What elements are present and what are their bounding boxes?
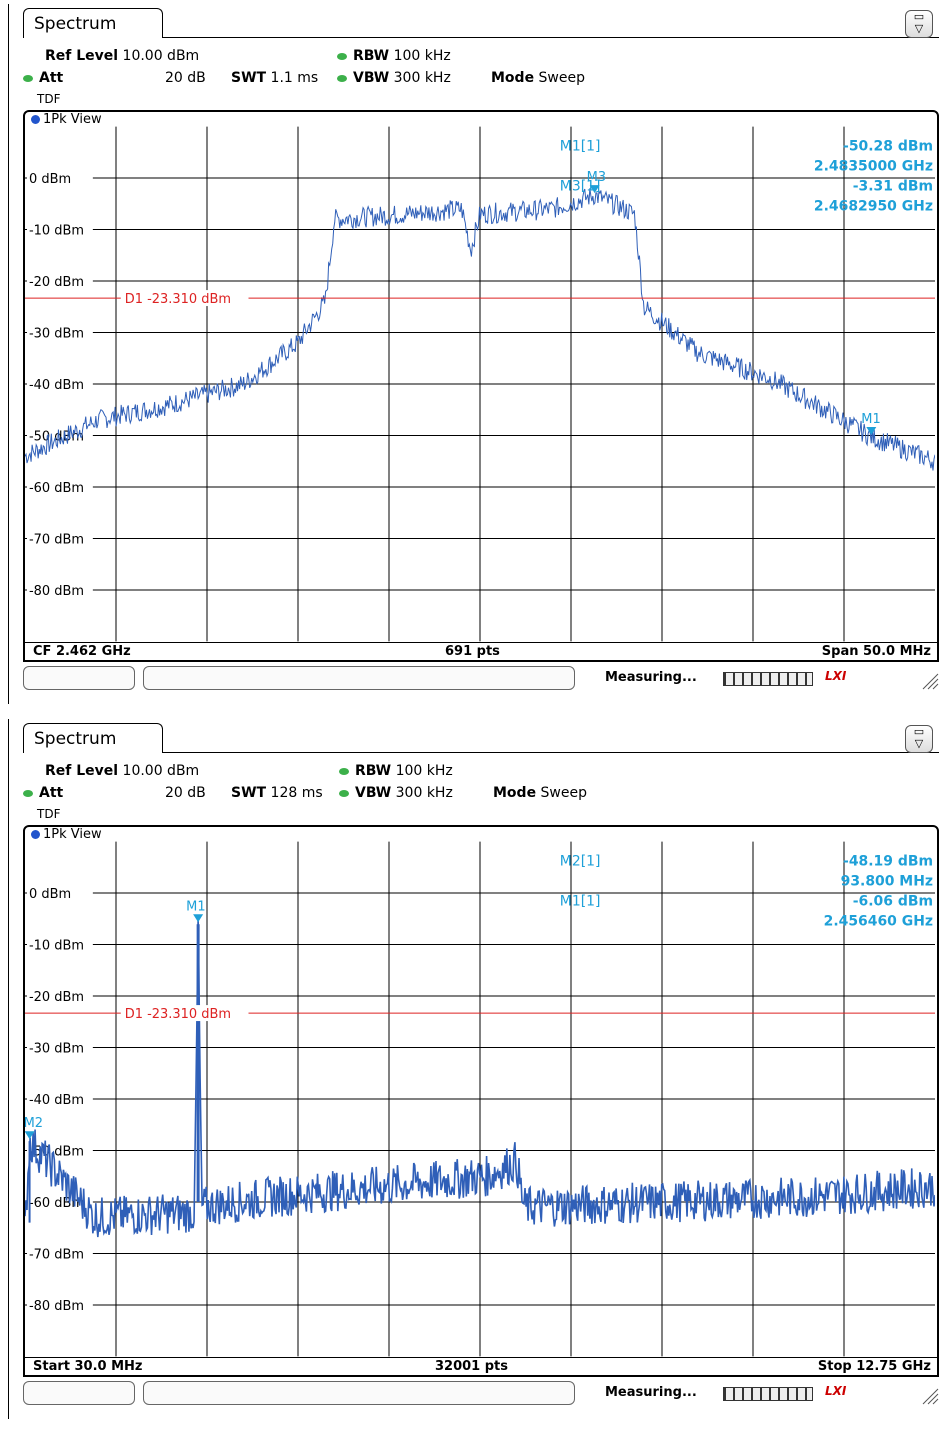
marker-table-name: M2[1] <box>560 854 601 870</box>
view-title: 1Pk View <box>31 827 102 842</box>
plot-footer: CF 2.462 GHz 691 pts Span 50.0 MHz <box>23 642 939 662</box>
y-tick-label: -80 dBm <box>29 1299 84 1314</box>
swt: SWT 1.1 ms <box>231 70 319 86</box>
swt: SWT 128 ms <box>231 785 323 801</box>
marker-table-level: -50.28 dBm <box>843 139 933 155</box>
y-tick-label: -50 dBm <box>29 1144 84 1159</box>
marker-triangle-icon <box>866 426 877 435</box>
view-title: 1Pk View <box>31 112 102 127</box>
tdf-label: TDF <box>37 807 61 821</box>
y-tick-label: -50 dBm <box>29 429 84 444</box>
y-tick-label: -30 dBm <box>29 1042 84 1057</box>
start-frequency: Start 30.0 MHz <box>33 1359 143 1374</box>
resize-grip-icon[interactable] <box>919 668 939 690</box>
display-line-label: D1 -23.310 dBm <box>125 292 231 307</box>
ref-level: Ref Level 10.00 dBm <box>45 48 200 64</box>
tab-divider <box>163 37 939 38</box>
progress-bar <box>723 672 813 686</box>
mode: Mode Sweep <box>493 785 587 801</box>
y-tick-label: -10 dBm <box>29 224 84 239</box>
progress-bar <box>723 1387 813 1401</box>
marker-label: M1 <box>861 412 880 427</box>
y-tick-label: 0 dBm <box>29 887 71 902</box>
status-field-1 <box>23 666 135 690</box>
menu-dropdown-icon[interactable]: ▭ ▽ <box>905 725 933 753</box>
y-tick-label: -70 dBm <box>29 532 84 547</box>
att-value: 20 dB <box>165 785 206 801</box>
tdf-label: TDF <box>37 92 61 106</box>
lxi-logo: LXI <box>825 669 847 683</box>
marker-label: M1 <box>186 899 205 914</box>
spectrum-plot: 0 dBm -10 dBm -20 dBm -30 dBm -40 dBm -50 dBm… <box>25 841 935 1357</box>
spectrum-panel-1: Spectrum ▭ ▽ Ref Level 10.00 dBm Att 20 d… <box>8 4 939 704</box>
tab-divider <box>163 752 939 753</box>
spectrum-panel-2: Spectrum ▭ ▽ Ref Level 10.00 dBm Att 20 d… <box>8 719 939 1419</box>
marker-table-frequency: 2.456460 GHz <box>824 913 933 929</box>
att: Att <box>23 785 63 801</box>
y-tick-label: -70 dBm <box>29 1247 84 1262</box>
y-tick-label: -80 dBm <box>29 584 84 599</box>
y-tick-label: -20 dBm <box>29 990 84 1005</box>
span-value: Span 50.0 MHz <box>821 644 931 659</box>
spectrum-plot: 0 dBm -10 dBm -20 dBm -30 dBm -40 dBm -50 dBm… <box>25 126 935 642</box>
plot-footer: Start 30.0 MHz 32001 pts Stop 12.75 GHz <box>23 1357 939 1377</box>
status-bar: Measuring... LXI <box>23 1379 939 1409</box>
resize-grip-icon[interactable] <box>919 1383 939 1405</box>
marker-table-frequency: 93.800 MHz <box>841 873 933 889</box>
status-field-2 <box>143 1381 575 1405</box>
menu-dropdown-icon[interactable]: ▭ ▽ <box>905 10 933 38</box>
vbw: VBW 300 kHz <box>337 70 451 86</box>
marker-triangle-icon <box>589 185 600 194</box>
marker-table-level: -48.19 dBm <box>843 854 933 870</box>
lxi-logo: LXI <box>825 1384 847 1398</box>
status-field-2 <box>143 666 575 690</box>
status-field-1 <box>23 1381 135 1405</box>
tab-spectrum[interactable]: Spectrum <box>23 8 163 38</box>
spectrum-trace <box>25 916 935 1238</box>
y-tick-label: -10 dBm <box>29 939 84 954</box>
display-line-label-bg <box>120 290 249 307</box>
measuring-status: Measuring... <box>605 1385 697 1400</box>
mode: Mode Sweep <box>491 70 585 86</box>
y-tick-label: -40 dBm <box>29 1093 84 1108</box>
rbw: RBW 100 kHz <box>337 48 451 64</box>
y-tick-label: 0 dBm <box>29 172 71 187</box>
points-count: 691 pts <box>445 644 500 659</box>
marker-table-name: M1[1] <box>560 893 601 909</box>
marker-label: M2 <box>25 1116 43 1131</box>
display-line-label: D1 -23.310 dBm <box>125 1007 231 1022</box>
center-frequency: CF 2.462 GHz <box>33 644 131 659</box>
marker-table-level: -3.31 dBm <box>853 178 933 194</box>
att-value: 20 dB <box>165 70 206 86</box>
y-tick-label: -60 dBm <box>29 481 84 496</box>
y-tick-label: -40 dBm <box>29 378 84 393</box>
display-line-label-bg <box>120 1005 249 1022</box>
measuring-status: Measuring... <box>605 670 697 685</box>
tab-spectrum[interactable]: Spectrum <box>23 723 163 753</box>
status-bar: Measuring... LXI <box>23 664 939 694</box>
rbw: RBW 100 kHz <box>339 763 453 779</box>
spectrum-trace <box>25 188 935 471</box>
y-tick-label: -20 dBm <box>29 275 84 290</box>
ref-level: Ref Level 10.00 dBm <box>45 763 200 779</box>
marker-table-frequency: 2.4682950 GHz <box>814 198 933 214</box>
marker-label: M3 <box>587 170 606 185</box>
att: Att <box>23 70 63 86</box>
y-tick-label: -60 dBm <box>29 1196 84 1211</box>
marker-table-frequency: 2.4835000 GHz <box>814 158 933 174</box>
points-count: 32001 pts <box>435 1359 509 1374</box>
marker-triangle-icon <box>25 1131 35 1140</box>
stop-frequency: Stop 12.75 GHz <box>817 1359 931 1374</box>
marker-table-name: M1[1] <box>560 139 601 155</box>
marker-table-name: M3[1] <box>560 178 601 194</box>
marker-triangle-icon <box>193 914 204 923</box>
marker-table-level: -6.06 dBm <box>853 893 933 909</box>
y-tick-label: -30 dBm <box>29 327 84 342</box>
vbw: VBW 300 kHz <box>339 785 453 801</box>
